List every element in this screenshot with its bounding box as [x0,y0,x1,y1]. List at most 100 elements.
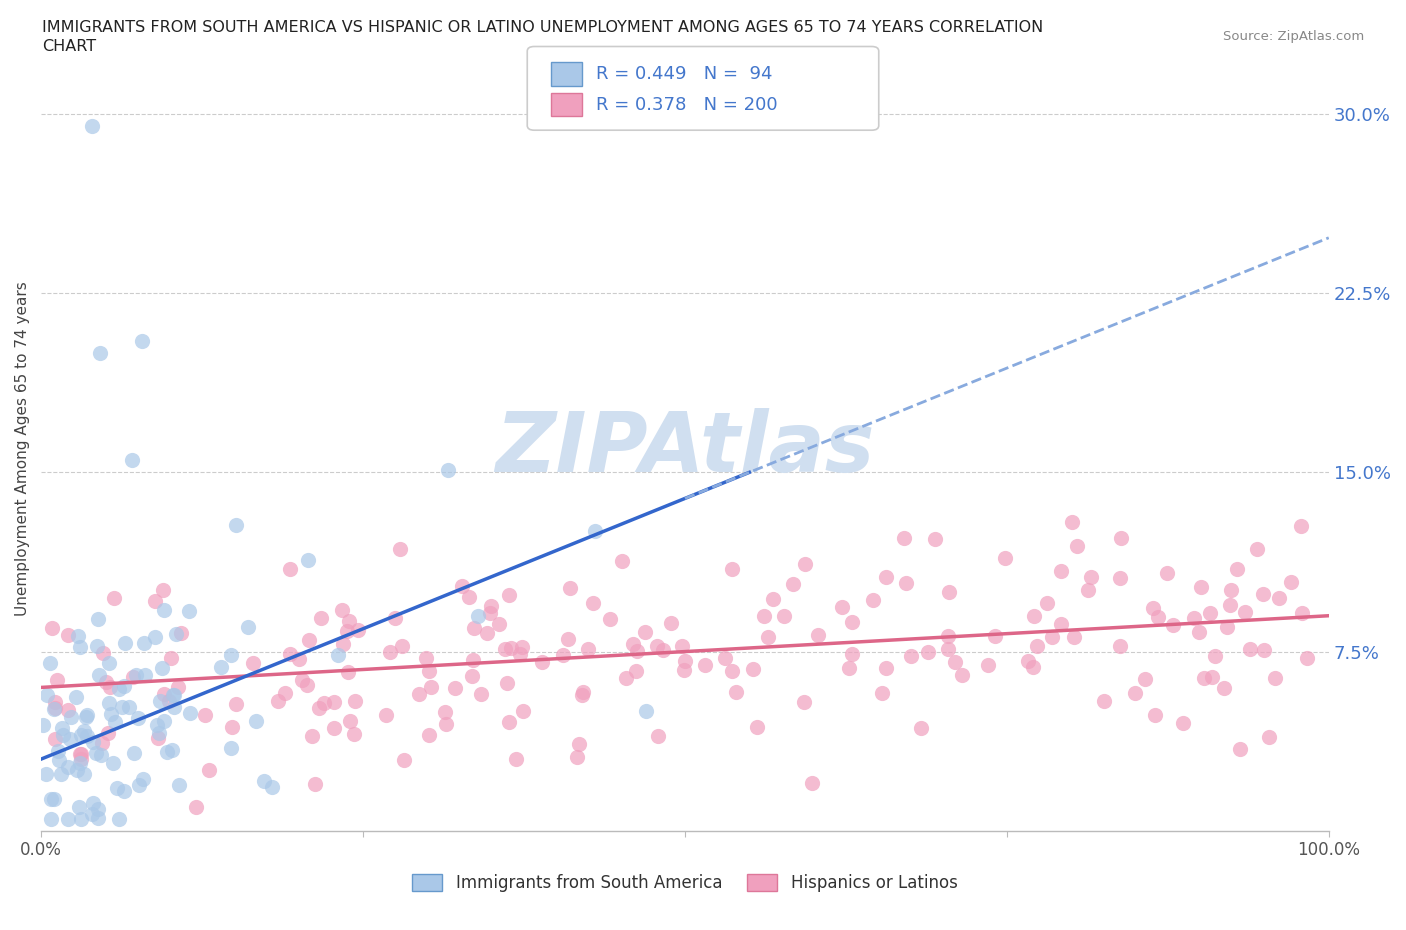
Point [461,668,484,683]
Point [695,658,717,672]
Point [1268,591,1291,605]
Point [166,680,188,695]
Point [128,777,150,792]
Point [225,697,247,711]
Point [1022,608,1045,623]
Point [773,609,796,624]
Point [582,596,605,611]
Point [278,646,301,661]
Point [1163,618,1185,632]
Point [394,753,416,768]
Point [42,702,65,717]
Point [488,617,510,631]
Point [498,588,520,603]
Point [875,660,897,675]
Point [152,583,174,598]
Point [89,668,111,683]
Point [1199,605,1222,620]
Point [782,577,804,591]
Point [70,811,93,826]
Point [494,642,516,657]
Point [153,686,176,701]
Point [194,707,217,722]
Point [576,642,599,657]
Point [273,685,295,700]
Point [1146,610,1168,625]
Point [152,660,174,675]
Point [336,624,359,639]
Point [69,756,91,771]
Point [309,610,332,625]
Point [936,629,959,644]
Point [894,576,917,591]
Point [332,636,354,651]
Point [87,611,110,626]
Point [794,557,817,572]
Point [1239,642,1261,657]
Point [1109,531,1132,546]
Point [614,671,637,685]
Point [165,627,187,642]
Point [100,707,122,722]
Point [977,658,1000,672]
Point [510,640,533,655]
Point [418,727,440,742]
Point [924,532,946,547]
Point [565,750,588,764]
Point [46,743,69,758]
Point [636,704,658,719]
Point [59,732,82,747]
Point [134,667,156,682]
Text: CHART: CHART [42,39,96,54]
Point [159,651,181,666]
Point [343,694,366,709]
Point [76,728,98,743]
Point [1251,587,1274,602]
Point [1216,619,1239,634]
Point [97,725,120,740]
Point [328,648,350,663]
Point [44,791,66,806]
Text: ZIPAtlas: ZIPAtlas [495,408,875,489]
Point [186,800,208,815]
Point [167,777,190,792]
Point [1171,716,1194,731]
Point [170,626,193,641]
Point [44,700,66,715]
Point [807,628,830,643]
Point [1226,562,1249,577]
Point [408,686,430,701]
Point [73,767,96,782]
Point [1050,564,1073,578]
Point [1219,597,1241,612]
Point [242,656,264,671]
Point [943,655,966,670]
Point [1109,571,1132,586]
Point [221,647,243,662]
Point [479,599,502,614]
Point [211,659,233,674]
Y-axis label: Unemployment Among Ages 65 to 74 years: Unemployment Among Ages 65 to 74 years [15,281,30,616]
Point [917,644,939,659]
Point [1042,629,1064,644]
Point [673,662,696,677]
Point [76,708,98,723]
Point [451,578,474,593]
Point [938,585,960,600]
Point [1279,575,1302,590]
Point [56,760,79,775]
Point [39,656,62,671]
Point [148,725,170,740]
Point [80,118,103,133]
Point [39,791,62,806]
Point [101,755,124,770]
Point [831,600,853,615]
Point [87,810,110,825]
Point [56,627,79,642]
Text: Source: ZipAtlas.com: Source: ZipAtlas.com [1223,30,1364,43]
Point [69,747,91,762]
Point [298,632,321,647]
Point [87,801,110,816]
Point [950,668,973,683]
Point [162,688,184,703]
